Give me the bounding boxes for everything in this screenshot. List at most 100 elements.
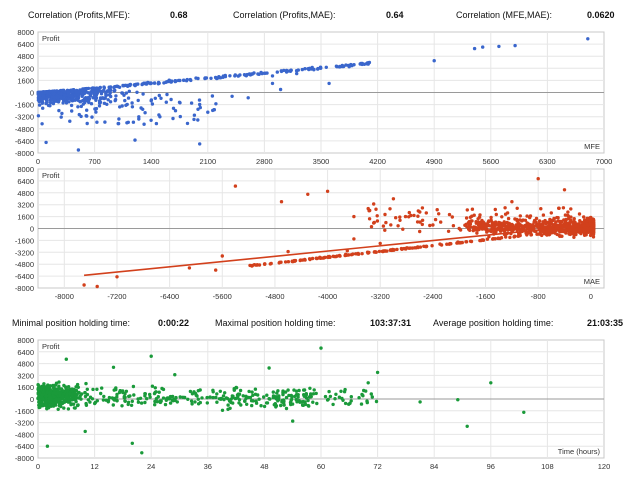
data-point <box>278 260 282 264</box>
data-point <box>529 233 533 237</box>
data-point <box>487 219 491 223</box>
data-point <box>153 390 157 395</box>
data-point <box>479 226 483 230</box>
data-point <box>62 400 67 404</box>
data-point <box>290 259 294 263</box>
data-point <box>282 403 286 407</box>
data-point <box>569 207 573 211</box>
data-point <box>248 395 253 400</box>
data-point <box>123 399 128 403</box>
data-point <box>38 400 42 404</box>
data-point <box>275 70 279 74</box>
data-point <box>243 399 247 403</box>
data-point <box>251 399 255 403</box>
data-point <box>367 60 372 65</box>
data-point <box>286 249 290 254</box>
data-point <box>520 219 524 223</box>
data-point <box>139 401 144 405</box>
data-point <box>365 250 370 254</box>
y-tick-label: 1600 <box>17 213 34 222</box>
data-point <box>298 258 302 263</box>
data-point <box>163 402 168 407</box>
data-point <box>303 67 307 71</box>
data-point <box>153 96 157 101</box>
data-point <box>578 227 582 232</box>
data-point <box>152 81 157 85</box>
data-point <box>214 268 218 272</box>
data-point <box>83 429 87 434</box>
data-point <box>243 73 248 78</box>
data-point <box>267 366 271 370</box>
data-point <box>189 101 194 105</box>
data-point <box>289 398 293 403</box>
y-tick-label: 1600 <box>17 76 34 85</box>
data-point <box>63 93 67 98</box>
x-tick-label: 84 <box>430 462 438 471</box>
data-point <box>77 90 81 94</box>
data-point <box>45 100 49 104</box>
data-point <box>122 93 126 97</box>
data-point <box>357 396 361 400</box>
data-point <box>253 387 258 391</box>
data-point <box>534 216 539 221</box>
data-point <box>54 397 58 401</box>
data-point <box>369 392 373 396</box>
data-point <box>430 244 434 248</box>
data-point <box>465 424 469 428</box>
data-point <box>72 387 76 392</box>
data-point <box>500 215 504 219</box>
x-axis-label: MAE <box>584 277 600 286</box>
data-point <box>343 253 347 258</box>
x-tick-label: 1400 <box>143 157 160 166</box>
data-point <box>217 75 221 79</box>
data-point <box>149 118 153 123</box>
data-point <box>365 400 369 405</box>
data-point <box>76 403 80 407</box>
corr-mfe-mae-value: 0.0620 <box>587 10 615 20</box>
data-point <box>271 394 276 398</box>
data-point <box>91 387 95 392</box>
data-point <box>472 213 476 217</box>
data-point <box>591 231 596 235</box>
data-point <box>572 217 576 221</box>
data-point <box>512 225 517 230</box>
data-point <box>177 100 182 105</box>
data-point <box>215 392 219 396</box>
data-point <box>153 386 157 390</box>
data-point <box>591 235 596 239</box>
data-point <box>115 399 119 403</box>
y-tick-label: -6400 <box>15 442 34 451</box>
data-point <box>367 217 372 221</box>
data-point <box>311 392 316 396</box>
corr-mfe-mae-label: Correlation (MFE,MAE): <box>456 10 553 20</box>
data-point <box>450 215 454 219</box>
data-point <box>130 441 134 445</box>
data-point <box>536 177 540 181</box>
x-tick-label: 4200 <box>369 157 386 166</box>
data-point <box>198 400 202 405</box>
data-point <box>203 76 207 81</box>
y-tick-label: -8000 <box>15 149 34 158</box>
data-point <box>121 83 125 88</box>
data-point <box>124 103 128 108</box>
data-point <box>334 64 339 68</box>
data-point <box>431 223 435 227</box>
data-point <box>296 68 300 72</box>
data-point <box>157 93 161 98</box>
data-point <box>470 219 474 223</box>
data-point <box>302 394 306 398</box>
data-point <box>349 62 353 67</box>
data-point <box>157 113 161 117</box>
data-point <box>465 208 469 212</box>
x-tick-label: 700 <box>88 157 101 166</box>
corr-profit-mae-label: Correlation (Profits,MAE): <box>233 10 336 20</box>
data-point <box>108 85 113 89</box>
data-point <box>64 357 69 361</box>
data-point <box>447 242 451 246</box>
data-point <box>60 88 65 93</box>
data-point <box>246 96 250 100</box>
data-point <box>278 87 283 92</box>
data-point <box>131 384 136 389</box>
data-point <box>188 389 193 394</box>
data-point <box>372 202 376 206</box>
